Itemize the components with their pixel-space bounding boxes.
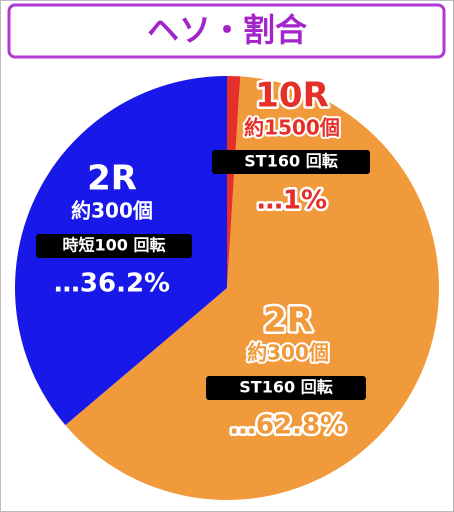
count-label: 約300個: [71, 199, 153, 223]
spin-box: [36, 234, 192, 258]
round-label: 2R: [263, 301, 313, 341]
spin-box: [206, 376, 366, 400]
value-label: …1%: [257, 186, 327, 216]
value-label: …62.8%: [230, 411, 346, 441]
spin-label: 時短100 回転: [63, 236, 166, 255]
round-label: 2R: [87, 159, 137, 199]
chart-title: ヘソ・割合: [147, 11, 307, 49]
title-box: [7, 3, 446, 59]
round-label: 10R: [255, 76, 329, 116]
spin-label: ST160 回転: [244, 152, 337, 171]
value-label: …36.2%: [54, 269, 170, 299]
spin-box: [212, 150, 370, 174]
spin-label: ST160 回転: [239, 378, 332, 397]
count-label: 約1500個: [244, 116, 340, 140]
pie-slice: [227, 76, 241, 288]
count-label: 約300個: [247, 341, 329, 365]
